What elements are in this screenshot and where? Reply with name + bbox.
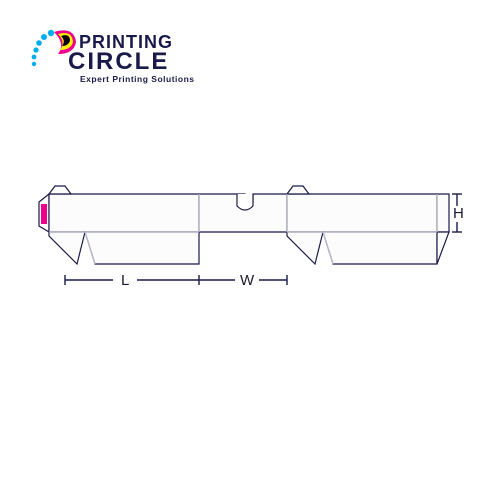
logo-text-bottom: CIRCLE [68,48,169,75]
panel-top-length-2 [287,194,437,232]
end-tab [437,194,449,232]
glue-strip-icon [41,204,47,224]
panel-top-length [49,194,199,232]
bottom-panel-1 [85,232,199,264]
dust-flap-1 [49,232,85,264]
dim-label-l: L [121,272,129,289]
dust-flap-2 [287,232,323,264]
logo-tagline: Expert Printing Solutions [80,74,195,84]
box-template-diagram: L W H [35,180,465,330]
lock-notch [237,194,253,210]
brand-logo: PRINTING CIRCLE Expert Printing Solution… [24,24,204,99]
tuck-tab-left [49,186,71,194]
dust-flap-3 [437,232,449,264]
dim-label-h: H [453,205,464,222]
tuck-tab-right [287,186,309,194]
bottom-panel-2 [323,232,437,264]
dim-label-w: W [240,272,255,289]
